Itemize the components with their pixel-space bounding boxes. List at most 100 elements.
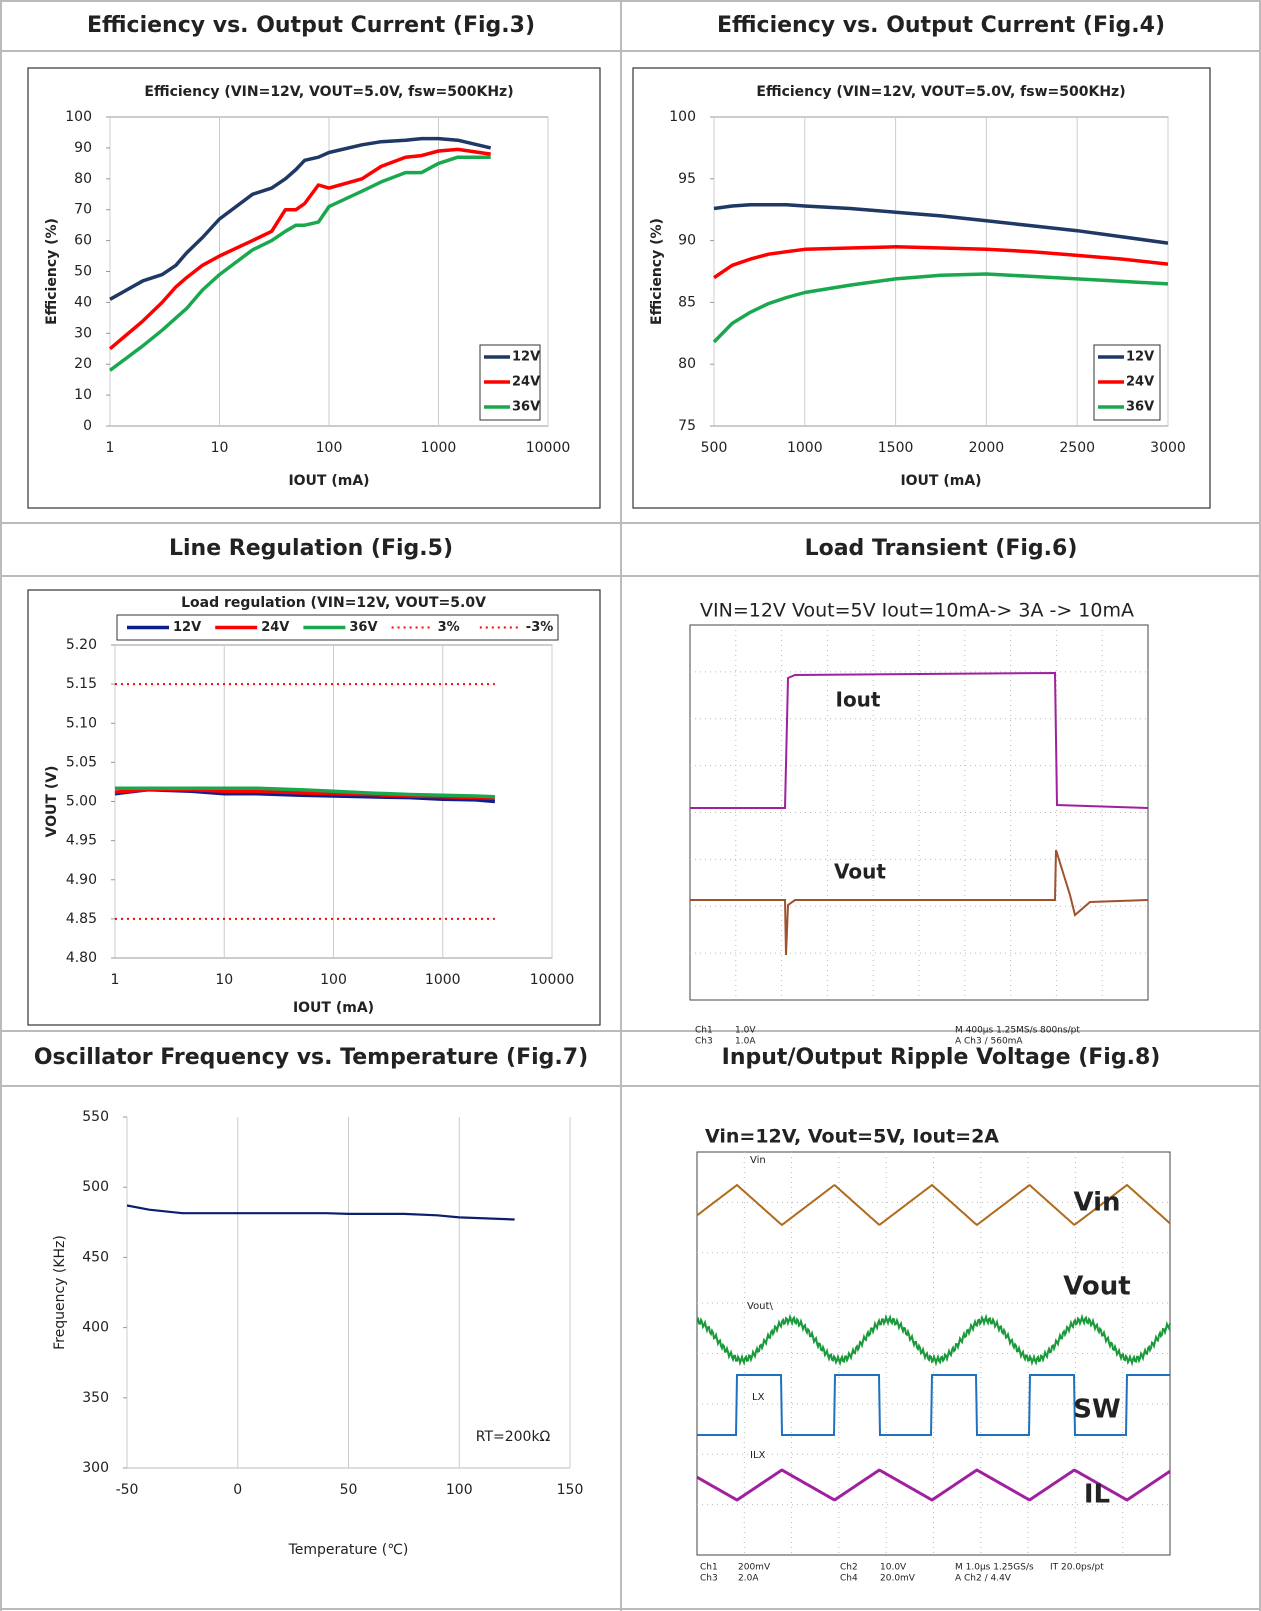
y-tick-label: 30: [74, 325, 92, 341]
x-tick-label: 150: [557, 1482, 584, 1498]
y-axis-label: Frequency (KHz): [52, 1235, 68, 1350]
y-tick-label: 0: [83, 418, 92, 434]
scope-readout: 2.0A: [738, 1574, 759, 1584]
y-tick-label: 4.80: [66, 950, 97, 966]
scope-title: VIN=12V Vout=5V Iout=10mA-> 3A -> 10mA: [700, 600, 1134, 622]
trace-label: Vout: [1063, 1272, 1131, 1302]
legend-label: 3%: [438, 620, 460, 635]
y-tick-label: 90: [678, 233, 696, 249]
legend-label: 24V: [512, 375, 540, 390]
x-tick-label: 100: [446, 1482, 473, 1498]
x-tick-label: 1000: [421, 440, 457, 456]
scope-readout: M 1.0µs 1.25GS/s: [955, 1563, 1034, 1573]
y-tick-label: 50: [74, 264, 92, 280]
chart-title: Efficiency (VIN=12V, VOUT=5.0V, fsw=500K…: [144, 84, 513, 100]
y-tick-label: 90: [74, 140, 92, 156]
x-tick-label: 100: [320, 972, 347, 988]
x-tick-label: 1500: [878, 440, 914, 456]
scope-readout: 10.0V: [880, 1563, 907, 1573]
scope-readout: Ch1: [695, 1026, 713, 1036]
y-tick-label: 5.00: [66, 794, 97, 810]
y-tick-label: 550: [82, 1109, 109, 1125]
legend-label: 36V: [349, 620, 377, 635]
legend-label: 12V: [512, 350, 540, 365]
x-tick-label: 10: [211, 440, 229, 456]
legend-label: -3%: [526, 620, 553, 635]
scope-readout: Ch1: [700, 1563, 718, 1573]
x-tick-label: 10: [215, 972, 233, 988]
scope-readout: 1.0V: [735, 1026, 756, 1036]
scope-readout: Ch4: [840, 1574, 858, 1584]
legend-label: 24V: [261, 620, 289, 635]
x-tick-label: 500: [701, 440, 728, 456]
y-tick-label: 4.90: [66, 872, 97, 888]
y-tick-label: 100: [65, 109, 92, 125]
y-tick-label: 5.20: [66, 637, 97, 653]
x-tick-label: 1000: [787, 440, 823, 456]
trace-label: Vout: [834, 860, 886, 884]
y-tick-label: 80: [678, 356, 696, 372]
scope-screen: [690, 625, 1148, 1000]
x-tick-label: 3000: [1150, 440, 1186, 456]
x-tick-label: 10000: [526, 440, 571, 456]
panel-title: Input/Output Ripple Voltage (Fig.8): [722, 1045, 1161, 1070]
y-tick-label: 300: [82, 1460, 109, 1476]
scope-readout: 200mV: [738, 1563, 771, 1573]
scope-readout: 20.0mV: [880, 1574, 916, 1584]
x-tick-label: 1000: [425, 972, 461, 988]
y-tick-label: 60: [74, 233, 92, 249]
y-tick-label: 80: [74, 171, 92, 187]
y-tick-label: 20: [74, 356, 92, 372]
chart-title: Load regulation (VIN=12V, VOUT=5.0V: [181, 595, 486, 611]
y-tick-label: 5.05: [66, 754, 97, 770]
y-tick-label: 85: [678, 294, 696, 310]
y-tick-label: 450: [82, 1249, 109, 1265]
screen-label: Vout\: [747, 1301, 773, 1312]
y-tick-label: 40: [74, 294, 92, 310]
scope-title: Vin=12V, Vout=5V, Iout=2A: [705, 1126, 999, 1148]
annotation: RT=200kΩ: [476, 1429, 551, 1445]
scope-readout: Ch3: [700, 1574, 718, 1584]
scope-readout: A Ch2 ∕ 4.4V: [955, 1574, 1012, 1584]
screen-label: ILX: [750, 1450, 766, 1461]
y-tick-label: 4.95: [66, 833, 97, 849]
x-tick-label: 50: [340, 1482, 358, 1498]
y-axis-label: VOUT (V): [44, 766, 60, 838]
scope-readout: Ch3: [695, 1037, 713, 1047]
screen-label: Vin: [750, 1155, 766, 1166]
panel-title: Line Regulation (Fig.5): [169, 536, 453, 561]
legend-label: 36V: [512, 400, 540, 415]
x-tick-label: 2000: [969, 440, 1005, 456]
y-tick-label: 5.10: [66, 715, 97, 731]
x-tick-label: 100: [316, 440, 343, 456]
y-tick-label: 100: [669, 109, 696, 125]
legend-label: 12V: [1126, 350, 1154, 365]
y-tick-label: 5.15: [66, 676, 97, 692]
y-tick-label: 95: [678, 171, 696, 187]
trace-label: Iout: [836, 688, 881, 712]
scope-readout: Ch2: [840, 1563, 858, 1573]
chart-title: Efficiency (VIN=12V, VOUT=5.0V, fsw=500K…: [756, 84, 1125, 100]
y-tick-label: 4.85: [66, 911, 97, 927]
x-tick-label: 0: [233, 1482, 242, 1498]
legend-label: 24V: [1126, 375, 1154, 390]
scope-readout: IT 20.0ps/pt: [1050, 1563, 1104, 1573]
legend-label: 12V: [173, 620, 201, 635]
x-axis-label: Temperature (℃): [288, 1542, 409, 1558]
page: Efficiency vs. Output Current (Fig.3) Eff…: [0, 0, 1261, 1611]
scope-readout: 1.0A: [735, 1037, 756, 1047]
y-tick-label: 70: [74, 202, 92, 218]
panel-title: Oscillator Frequency vs. Temperature (Fi…: [34, 1045, 588, 1070]
screen-label: LX: [752, 1392, 765, 1403]
x-axis-label: IOUT (mA): [288, 473, 369, 489]
x-tick-label: 1: [106, 440, 115, 456]
x-axis-label: IOUT (mA): [900, 473, 981, 489]
y-tick-label: 350: [82, 1390, 109, 1406]
y-tick-label: 500: [82, 1179, 109, 1195]
panel-title: Efficiency vs. Output Current (Fig.3): [87, 13, 535, 38]
x-tick-label: 2500: [1059, 440, 1095, 456]
x-axis-label: IOUT (mA): [293, 1000, 374, 1016]
trace-label: SW: [1073, 1395, 1120, 1425]
y-tick-label: 400: [82, 1320, 109, 1336]
x-tick-label: 10000: [530, 972, 575, 988]
